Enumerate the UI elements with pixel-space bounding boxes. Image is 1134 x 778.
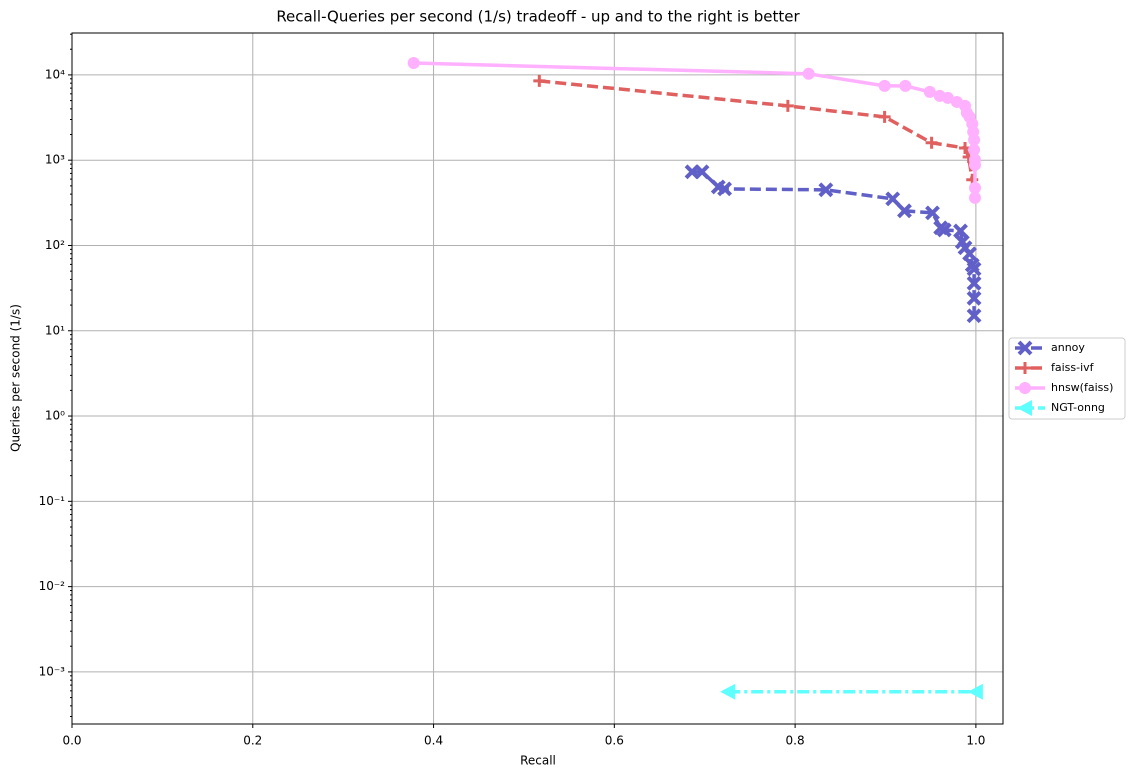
legend-label: NGT-onng — [1051, 401, 1105, 414]
series-line — [692, 170, 976, 316]
x-tick-label: 0.8 — [786, 734, 805, 748]
point — [966, 261, 982, 277]
point — [923, 85, 936, 98]
y-tick-label: 10⁻² — [39, 579, 66, 593]
y-tick-label: 10⁻³ — [39, 664, 66, 678]
point — [953, 223, 968, 239]
y-tick-label: 10³ — [45, 153, 65, 167]
chart-title: Recall-Queries per second (1/s) tradeoff… — [276, 8, 800, 26]
legend-label: annoy — [1051, 341, 1085, 354]
point — [968, 143, 981, 156]
x-tick-label: 1.0 — [966, 734, 985, 748]
point — [968, 133, 981, 146]
y-tick-label: 10⁻¹ — [39, 494, 66, 508]
legend-frame — [1008, 337, 1126, 420]
point — [717, 181, 733, 197]
point — [802, 67, 815, 80]
point — [968, 191, 981, 204]
legend-marker — [1019, 362, 1031, 374]
point — [781, 99, 794, 112]
point — [694, 164, 710, 180]
x-tick-label: 0.2 — [243, 734, 262, 748]
series — [720, 683, 983, 700]
y-tick-label: 10¹ — [45, 323, 65, 337]
point — [968, 158, 981, 171]
series-line — [413, 61, 977, 198]
legend: annoy faiss-ivf hnsw(faiss) NGT-onng — [1008, 337, 1126, 420]
point — [941, 91, 954, 104]
point — [897, 203, 912, 219]
point — [968, 181, 981, 194]
point — [966, 275, 982, 291]
series — [407, 56, 981, 204]
point — [966, 308, 982, 324]
series — [684, 164, 982, 324]
x-tick-label: 0.0 — [62, 734, 81, 748]
legend-marker — [1019, 382, 1031, 394]
plot-frame — [71, 32, 1004, 725]
point — [962, 246, 977, 262]
point — [878, 110, 891, 123]
x-axis-label: Recall — [520, 754, 556, 768]
point — [925, 136, 938, 149]
point — [533, 74, 546, 87]
x-tick-label: 0.4 — [424, 734, 443, 748]
y-axis-label: Queries per second (1/s) — [9, 304, 23, 452]
point — [899, 79, 912, 92]
legend-label: faiss-ivf — [1051, 361, 1095, 374]
point — [878, 79, 891, 92]
point — [925, 205, 940, 221]
point — [407, 56, 420, 69]
point — [966, 290, 982, 306]
y-tick-label: 10² — [45, 238, 65, 252]
point — [936, 222, 952, 238]
y-tick-label: 10⁴ — [45, 67, 65, 81]
legend-label: hnsw(faiss) — [1051, 381, 1113, 394]
y-tick-label: 10⁰ — [45, 409, 65, 423]
point — [885, 191, 901, 207]
x-tick-label: 0.6 — [605, 734, 624, 748]
point — [967, 683, 983, 700]
point — [720, 683, 736, 700]
legend-marker — [1017, 400, 1032, 416]
point — [818, 182, 834, 198]
series-line — [539, 79, 974, 181]
legend-marker — [1017, 340, 1033, 356]
series — [533, 74, 979, 186]
grid — [71, 33, 1003, 724]
